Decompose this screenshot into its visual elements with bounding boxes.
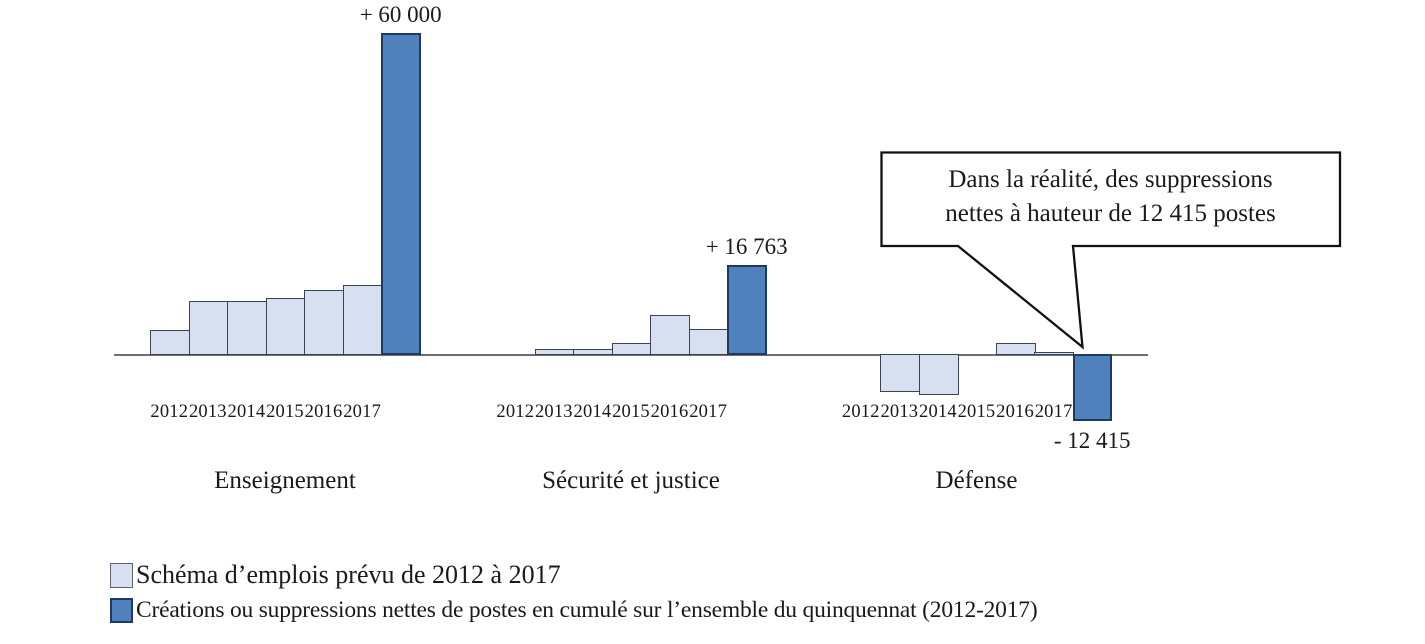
legend-swatch-planned [110,562,133,588]
cumulative-bar-group0 [381,33,421,355]
year-tick-2017-group1: 2017 [689,402,728,422]
year-tick-2013-group1: 2013 [534,402,573,422]
planned-bar-2016-group1 [650,315,691,355]
planned-bar-2015-group1 [611,342,652,355]
planned-bar-2017-group0 [342,285,383,355]
legend-row-planned: Schéma d’emplois prévu de 2012 à 2017 [110,560,1037,590]
callout-annotation: Dans la réalité, des suppressions nettes… [881,163,1340,231]
callout-annotation-line1: Dans la réalité, des suppressions [948,166,1273,193]
planned-bar-2013-group2 [880,354,921,393]
cumulative-bar-group2 [1072,354,1113,421]
year-tick-2015-group1: 2015 [612,402,650,422]
year-tick-2016-group2: 2016 [996,402,1034,422]
year-tick-2015-group0: 2015 [266,402,304,422]
cumulative-value-label-group1: + 16 763 [705,234,788,260]
legend-swatch-cumulative [110,597,133,623]
legend-row-cumulative: Créations ou suppressions nettes de post… [110,595,1038,625]
planned-bar-2017-group2 [1034,352,1075,355]
callout-annotation-line2: nettes à hauteur de 12 415 postes [945,200,1276,227]
year-tick-2013-group0: 2013 [188,402,227,422]
year-tick-2014-group2: 2014 [919,402,957,422]
planned-bar-2014-group2 [918,354,959,396]
planned-bar-2015-group0 [265,298,306,355]
cumulative-value-label-group2: - 12 415 [1053,427,1131,453]
year-tick-2012-group1: 2012 [496,402,535,422]
year-tick-2014-group1: 2014 [573,402,612,422]
category-label-group1: Sécurité et justice [542,467,720,494]
x-axis-baseline [114,354,1148,356]
year-tick-2012-group2: 2012 [841,402,880,422]
year-tick-2016-group0: 2016 [304,402,343,422]
planned-bar-2014-group0 [227,301,268,355]
planned-bar-2012-group0 [150,330,191,355]
year-tick-2017-group2: 2017 [1034,402,1073,422]
year-tick-2015-group2: 2015 [957,402,996,422]
legend-label-cumulative: Créations ou suppressions nettes de post… [136,596,1038,623]
planned-bar-2016-group0 [304,290,345,355]
year-tick-2017-group0: 2017 [343,402,382,422]
legend: Schéma d’emplois prévu de 2012 à 2017 Cr… [110,560,1038,630]
planned-bar-2017-group1 [688,328,729,355]
planned-bar-2013-group0 [188,301,229,355]
category-label-group2: Défense [935,467,1018,494]
planned-bar-2013-group1 [534,349,575,355]
year-tick-2013-group2: 2013 [880,402,919,422]
legend-label-planned: Schéma d’emplois prévu de 2012 à 2017 [136,560,561,589]
cumulative-bar-group1 [727,265,767,355]
cumulative-value-label-group0: + 60 000 [359,2,442,27]
planned-bar-2014-group1 [573,349,614,355]
year-tick-2016-group1: 2016 [650,402,689,422]
category-label-group0: Enseignement [214,467,356,494]
year-tick-2014-group0: 2014 [227,402,266,422]
year-tick-2012-group0: 2012 [150,402,189,422]
planned-bar-2016-group2 [995,342,1036,355]
